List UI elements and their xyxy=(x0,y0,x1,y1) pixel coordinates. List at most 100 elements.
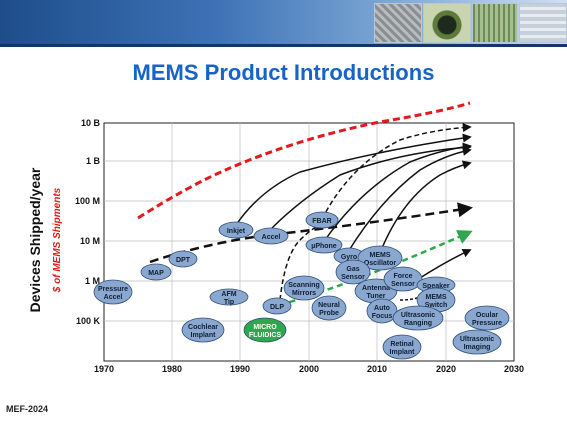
growth-arrow xyxy=(399,294,426,301)
x-tick-label: 2010 xyxy=(367,364,387,374)
x-tick-label: 1970 xyxy=(94,364,114,374)
product-label: Accel xyxy=(262,234,281,241)
growth-arrow xyxy=(419,249,472,279)
growth-arrow xyxy=(377,160,472,259)
product-label: MEMS xyxy=(370,252,391,259)
y-tick-label: 1 M xyxy=(85,276,100,286)
product-bubble-shape xyxy=(383,266,423,292)
banner-image-circuit xyxy=(472,3,518,43)
product-bubble-shape xyxy=(140,263,172,281)
product-label: Inkjet xyxy=(227,228,246,235)
product-bubble-shape xyxy=(392,305,444,331)
product-label: Implant xyxy=(390,349,416,356)
product-label: Implant xyxy=(191,332,217,339)
y-tick-label: 1 B xyxy=(86,156,101,166)
product-bubble-shape xyxy=(262,297,292,315)
x-tick-label: 2030 xyxy=(504,364,524,374)
product-bubble-shape xyxy=(311,295,347,321)
product-label: Ranging xyxy=(404,320,432,327)
product-label: DPT xyxy=(176,257,191,264)
product-bubble-shape xyxy=(253,227,289,245)
product-label: Accel xyxy=(104,294,123,301)
y-tick-label: 100 K xyxy=(76,316,101,326)
product-bubble-shape xyxy=(218,221,254,239)
product-bubble-shape xyxy=(382,334,422,360)
growth-arrow xyxy=(271,143,472,229)
growth-arrow xyxy=(347,147,472,253)
slide-footer: MEF-2024 xyxy=(6,404,49,414)
product-label: MICRO xyxy=(253,324,277,331)
product-label: FLUIDICS xyxy=(249,332,282,339)
product-bubble: µPhone xyxy=(305,236,343,254)
product-label: Ocular xyxy=(476,312,498,319)
product-label: Pressure xyxy=(98,286,128,293)
trend-line-mems-revenue xyxy=(137,101,471,220)
product-label: Gyro xyxy=(341,254,357,261)
x-tick-label: 2020 xyxy=(436,364,456,374)
product-bubble-shape xyxy=(168,250,198,268)
product-label: Antenna xyxy=(362,285,390,292)
product-bubble: DLP xyxy=(262,297,292,315)
product-label: Retinal xyxy=(390,341,413,348)
product-label: Pressure xyxy=(472,320,502,327)
product-bubble-shape xyxy=(209,288,249,306)
growth-arrow xyxy=(321,123,472,220)
product-label: Imaging xyxy=(464,344,491,351)
product-bubble: DPT xyxy=(168,250,198,268)
product-label: Tip xyxy=(224,299,234,306)
product-label: Tuner xyxy=(367,293,386,300)
product-label: Gas xyxy=(346,266,359,273)
product-bubble-shape xyxy=(283,275,325,301)
banner-image-device xyxy=(423,3,471,43)
product-label: AFM xyxy=(221,291,236,298)
product-label: FBAR xyxy=(312,218,331,225)
y-tick-label: 100 M xyxy=(75,196,100,206)
product-label: Oscillator xyxy=(364,260,397,267)
product-label: Probe xyxy=(319,310,339,317)
product-bubble: MAP xyxy=(140,263,172,281)
product-bubble-shape xyxy=(243,317,287,343)
product-bubble: FBAR xyxy=(305,211,339,229)
y-tick-label: 10 M xyxy=(80,236,100,246)
product-label: Ultrasonic xyxy=(460,336,494,343)
product-label: MEMS xyxy=(426,294,447,301)
product-label: Mirrors xyxy=(292,290,316,297)
product-label: Sensor xyxy=(341,274,365,281)
product-label: Cochlear xyxy=(188,324,218,331)
product-label: Focus xyxy=(372,313,393,320)
slide-title: MEMS Product Introductions xyxy=(132,60,435,85)
product-bubble-shape xyxy=(93,279,133,305)
product-bubble-shape xyxy=(335,259,371,285)
product-bubble: Accel xyxy=(253,227,289,245)
growth-arrow xyxy=(324,142,472,241)
product-label: Ultrasonic xyxy=(401,312,435,319)
product-label: DLP xyxy=(270,304,284,311)
product-label: Speaker xyxy=(422,283,450,290)
growth-arrow xyxy=(235,133,472,226)
product-bubble-shape xyxy=(357,245,403,271)
product-bubble-shape xyxy=(305,236,343,254)
product-bubble-shape xyxy=(452,329,502,355)
x-tick-label: 1980 xyxy=(162,364,182,374)
product-bubble: Inkjet xyxy=(218,221,254,239)
product-label: Auto xyxy=(374,305,390,312)
y-axis-secondary-label: $ of MEMS Shipments xyxy=(52,187,63,293)
product-label: Force xyxy=(393,273,412,280)
product-label: µPhone xyxy=(311,243,337,250)
product-bubble-shape xyxy=(181,317,225,343)
x-tick-label: 2000 xyxy=(299,364,319,374)
